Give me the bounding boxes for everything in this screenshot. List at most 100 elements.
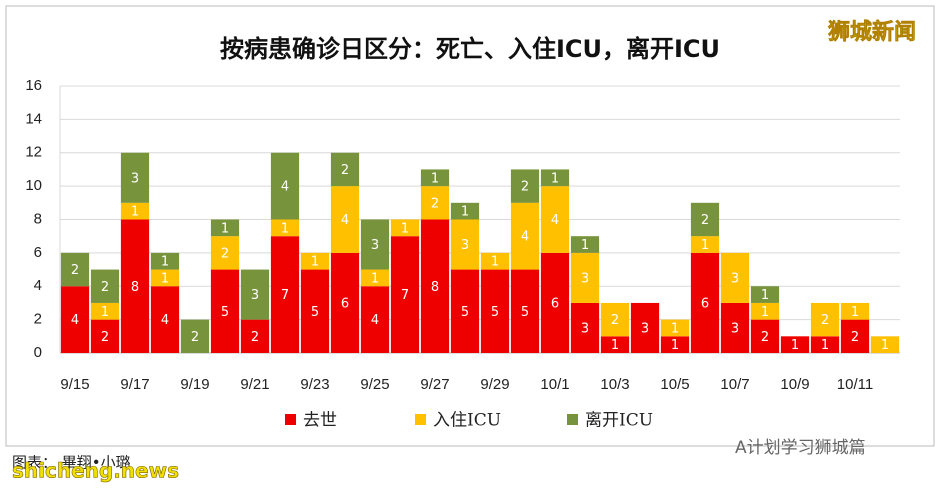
value-label: 4 bbox=[551, 213, 559, 228]
bar-segment bbox=[480, 269, 510, 353]
value-label: 1 bbox=[221, 221, 229, 236]
value-label: 6 bbox=[701, 296, 709, 311]
legend-label: 离开ICU bbox=[585, 411, 653, 431]
value-label: 3 bbox=[131, 171, 139, 186]
value-label: 8 bbox=[431, 280, 439, 295]
bar-segment bbox=[210, 269, 240, 353]
site-watermark: shicheng.news bbox=[12, 459, 179, 483]
value-label: 1 bbox=[761, 305, 769, 320]
value-label: 3 bbox=[581, 271, 589, 286]
value-label: 4 bbox=[341, 213, 349, 228]
value-label: 2 bbox=[341, 163, 349, 178]
value-label: 3 bbox=[461, 238, 469, 253]
y-tick-label: 0 bbox=[34, 344, 42, 361]
bar-segment bbox=[330, 252, 360, 353]
bar-segment bbox=[690, 236, 720, 253]
bar-segment bbox=[210, 219, 240, 237]
bar-segment bbox=[240, 319, 270, 353]
y-tick-label: 10 bbox=[25, 177, 42, 194]
bar-segment bbox=[840, 302, 870, 320]
bar-segment bbox=[90, 302, 120, 320]
bar-segment bbox=[570, 252, 600, 303]
credit: 图表： 畢翔•小璐 bbox=[12, 454, 131, 472]
x-tick-label: 10/3 bbox=[600, 376, 629, 393]
x-tick-label: 9/23 bbox=[300, 376, 329, 393]
value-label: 8 bbox=[131, 280, 139, 295]
bar-segment bbox=[510, 202, 540, 270]
bar-segment bbox=[270, 219, 300, 237]
value-label: 2 bbox=[611, 313, 619, 328]
x-tick-label: 10/11 bbox=[837, 376, 873, 393]
bar-segment bbox=[360, 219, 390, 270]
value-label: 1 bbox=[101, 305, 109, 320]
value-label: 1 bbox=[671, 338, 679, 353]
value-label: 2 bbox=[251, 330, 259, 345]
bar-segment bbox=[570, 302, 600, 353]
value-label: 1 bbox=[401, 221, 409, 236]
bar-segment bbox=[750, 286, 780, 303]
bar-segment bbox=[510, 269, 540, 353]
bar-segment bbox=[330, 152, 360, 187]
value-label: 1 bbox=[281, 221, 289, 236]
x-tick-label: 10/1 bbox=[540, 376, 569, 393]
bar-segment bbox=[360, 269, 390, 287]
bar-segment bbox=[120, 202, 150, 220]
bar-segment bbox=[120, 152, 150, 203]
bar-segment bbox=[360, 286, 390, 353]
bar-segment bbox=[660, 319, 690, 337]
bar-segment bbox=[840, 319, 870, 353]
bar-segment bbox=[390, 236, 420, 353]
y-tick-label: 6 bbox=[34, 244, 42, 261]
y-tick-label: 8 bbox=[34, 210, 42, 227]
x-tick-label: 9/29 bbox=[480, 376, 509, 393]
value-label: 4 bbox=[71, 313, 79, 328]
bar-segment bbox=[810, 302, 840, 337]
bar-segment bbox=[720, 252, 750, 303]
bar-segment bbox=[150, 286, 180, 353]
value-label: 3 bbox=[731, 321, 739, 336]
value-label: 1 bbox=[791, 338, 799, 353]
wechat-label: A计划学习狮城篇 bbox=[735, 438, 866, 458]
value-label: 3 bbox=[731, 271, 739, 286]
value-label: 1 bbox=[311, 255, 319, 270]
bar-segment bbox=[480, 252, 510, 270]
legend-swatch bbox=[285, 414, 296, 425]
bar-segment bbox=[270, 152, 300, 220]
value-label: 1 bbox=[821, 338, 829, 353]
value-label: 2 bbox=[191, 330, 199, 345]
value-label: 2 bbox=[101, 330, 109, 345]
bar-segment bbox=[150, 252, 180, 270]
bar-segment bbox=[90, 269, 120, 303]
x-tick-label: 9/15 bbox=[60, 376, 89, 393]
value-label: 1 bbox=[161, 271, 169, 286]
bar-segment bbox=[810, 336, 840, 353]
value-label: 6 bbox=[551, 296, 559, 311]
value-label: 1 bbox=[611, 338, 619, 353]
bar-segment bbox=[450, 269, 480, 353]
bar-segment bbox=[450, 202, 480, 220]
bar-segment bbox=[150, 269, 180, 287]
bar-segment bbox=[540, 169, 570, 187]
value-label: 2 bbox=[101, 280, 109, 295]
bar-segment bbox=[750, 319, 780, 353]
value-label: 1 bbox=[161, 255, 169, 270]
bar-segment bbox=[540, 186, 570, 253]
value-label: 2 bbox=[71, 263, 79, 278]
bar-segment bbox=[420, 169, 450, 187]
value-label: 7 bbox=[401, 288, 409, 303]
value-label: 2 bbox=[221, 246, 229, 261]
x-tick-label: 9/25 bbox=[360, 376, 389, 393]
bar-segment bbox=[660, 336, 690, 353]
value-label: 5 bbox=[221, 305, 229, 320]
bar-segment bbox=[780, 336, 810, 353]
value-label: 5 bbox=[311, 305, 319, 320]
value-label: 5 bbox=[491, 305, 499, 320]
x-tick-label: 10/7 bbox=[720, 376, 749, 393]
bar-segment bbox=[120, 219, 150, 353]
value-label: 1 bbox=[491, 255, 499, 270]
bar-segment bbox=[390, 219, 420, 237]
value-label: 3 bbox=[251, 288, 259, 303]
bar-segment bbox=[720, 302, 750, 353]
x-tick-label: 9/27 bbox=[420, 376, 449, 393]
